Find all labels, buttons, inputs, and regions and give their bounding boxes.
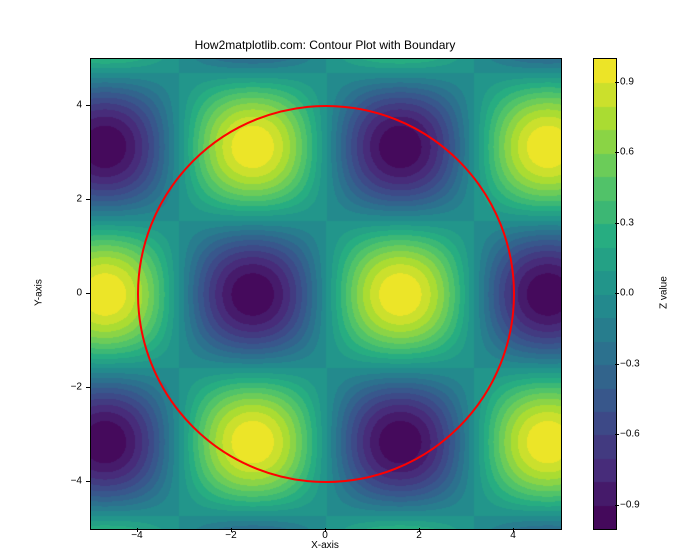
colorbar-tick-mark [615,364,619,365]
colorbar-tick-label: −0.3 [620,358,640,369]
colorbar-label: Z value [658,58,670,528]
colorbar-tick-label: 0.6 [620,147,634,158]
ytick-mark [86,199,90,200]
ytick-label: −2 [52,382,82,393]
colorbar-tick-mark [615,293,619,294]
ytick-label: 0 [52,288,82,299]
colorbar [593,58,617,530]
colorbar-tick-mark [615,223,619,224]
chart-title: How2matplotlib.com: Contour Plot with Bo… [90,38,560,52]
ytick-label: −4 [52,476,82,487]
colorbar-tick-mark [615,82,619,83]
y-axis-label: Y-axis [32,58,46,528]
colorbar-tick-label: 0.0 [620,288,634,299]
colorbar-canvas [594,59,616,529]
plot-area [90,58,562,530]
ytick-mark [86,105,90,106]
colorbar-tick-label: 0.3 [620,217,634,228]
boundary-circle [138,106,514,482]
ytick-mark [86,387,90,388]
xtick-label: 0 [322,530,328,541]
boundary-overlay [91,59,561,529]
colorbar-tick-mark [615,505,619,506]
colorbar-tick-mark [615,152,619,153]
ytick-label: 4 [52,100,82,111]
xtick-label: 2 [416,530,422,541]
ytick-mark [86,481,90,482]
xtick-label: −2 [225,530,236,541]
x-axis-label: X-axis [90,540,560,551]
xtick-label: 4 [510,530,516,541]
ytick-mark [86,293,90,294]
colorbar-tick-label: −0.6 [620,429,640,440]
xtick-label: −4 [131,530,142,541]
colorbar-tick-label: −0.9 [620,499,640,510]
figure: How2matplotlib.com: Contour Plot with Bo… [0,0,700,560]
colorbar-tick-mark [615,434,619,435]
colorbar-tick-label: 0.9 [620,76,634,87]
ytick-label: 2 [52,194,82,205]
